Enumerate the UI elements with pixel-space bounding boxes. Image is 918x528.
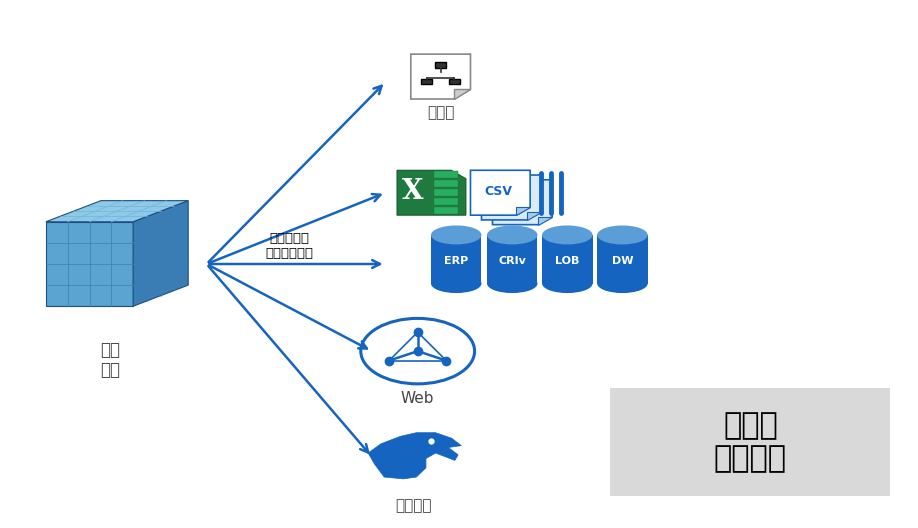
Text: CRIv: CRIv <box>498 257 526 266</box>
Polygon shape <box>397 170 466 215</box>
Polygon shape <box>516 207 531 215</box>
Ellipse shape <box>487 225 538 244</box>
Polygon shape <box>527 212 542 220</box>
FancyBboxPatch shape <box>542 235 593 284</box>
Text: X: X <box>402 177 424 205</box>
Ellipse shape <box>598 274 648 293</box>
Polygon shape <box>538 216 552 225</box>
FancyBboxPatch shape <box>434 180 458 187</box>
FancyBboxPatch shape <box>487 235 538 284</box>
Text: 本地源
需要网关: 本地源 需要网关 <box>714 411 787 474</box>
Polygon shape <box>133 201 188 306</box>
Polygon shape <box>46 201 188 222</box>
FancyBboxPatch shape <box>431 235 481 284</box>
Ellipse shape <box>542 225 593 244</box>
Ellipse shape <box>487 274 538 293</box>
Text: 数据流: 数据流 <box>427 106 454 120</box>
FancyBboxPatch shape <box>434 198 458 205</box>
Ellipse shape <box>598 225 648 244</box>
Text: DW: DW <box>611 257 633 266</box>
Polygon shape <box>46 222 133 306</box>
Polygon shape <box>482 175 542 220</box>
Ellipse shape <box>431 274 482 293</box>
FancyBboxPatch shape <box>434 171 458 178</box>
FancyBboxPatch shape <box>435 62 446 68</box>
Text: ERP: ERP <box>444 257 468 266</box>
Polygon shape <box>453 89 470 99</box>
Text: LOB: LOB <box>555 257 579 266</box>
FancyBboxPatch shape <box>434 207 458 214</box>
Ellipse shape <box>542 274 593 293</box>
Text: 数据从一个
或多个源导入: 数据从一个 或多个源导入 <box>265 231 313 260</box>
Text: CSV: CSV <box>485 185 512 197</box>
Polygon shape <box>411 54 470 99</box>
Text: Web: Web <box>401 391 434 406</box>
FancyBboxPatch shape <box>421 79 432 84</box>
Text: 社交媒体: 社交媒体 <box>395 498 431 513</box>
FancyBboxPatch shape <box>449 79 460 84</box>
FancyBboxPatch shape <box>610 388 890 496</box>
FancyBboxPatch shape <box>434 189 458 196</box>
Ellipse shape <box>431 225 482 244</box>
Polygon shape <box>368 432 462 479</box>
FancyBboxPatch shape <box>598 235 648 284</box>
Text: 导入
模型: 导入 模型 <box>100 341 120 379</box>
Polygon shape <box>471 170 531 215</box>
Polygon shape <box>493 180 552 225</box>
